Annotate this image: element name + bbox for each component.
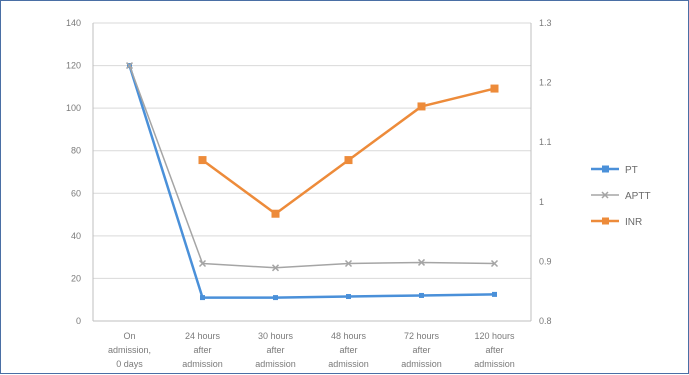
legend-label-aptt: APTT	[625, 191, 651, 202]
right-tick-label: 1.2	[539, 78, 552, 88]
legend-label-pt: PT	[625, 165, 638, 176]
right-tick-label: 0.8	[539, 316, 552, 326]
series-line-aptt	[128, 65, 495, 269]
category-label: 48 hours	[331, 331, 367, 341]
category-label: after	[266, 345, 284, 355]
category-label: 30 hours	[258, 331, 294, 341]
left-tick-label: 80	[71, 146, 81, 156]
category-label: admission	[182, 359, 223, 369]
category-label: On	[123, 331, 135, 341]
data-point-aptt	[490, 259, 499, 268]
data-point-pt	[346, 294, 351, 300]
left-tick-label: 0	[76, 316, 81, 326]
data-point-inr	[490, 84, 499, 93]
data-point-aptt	[125, 62, 134, 70]
category-label: 24 hours	[185, 331, 221, 341]
legend-marker-pt	[602, 165, 609, 173]
category-label: admission	[255, 359, 296, 369]
category-label: admission	[401, 359, 442, 369]
data-point-aptt	[344, 259, 353, 268]
category-label: admission,	[108, 345, 151, 355]
right-tick-label: 1.1	[539, 137, 552, 147]
right-tick-label: 1.3	[539, 18, 552, 28]
category-label: admission	[328, 359, 369, 369]
category-label: after	[485, 345, 503, 355]
data-point-aptt	[271, 264, 280, 272]
category-label: 72 hours	[404, 331, 440, 341]
data-point-inr	[417, 102, 426, 111]
data-point-pt	[419, 292, 424, 298]
left-tick-label: 20	[71, 273, 81, 283]
right-tick-label: 1	[539, 197, 544, 207]
legend-marker-aptt	[601, 191, 609, 199]
category-label: after	[412, 345, 430, 355]
legend-marker-inr	[602, 217, 609, 225]
category-label: 120 hours	[474, 331, 515, 341]
data-point-inr	[198, 156, 207, 165]
left-tick-label: 120	[66, 61, 81, 71]
right-tick-label: 0.9	[539, 256, 552, 266]
left-tick-label: 140	[66, 18, 81, 28]
series-line-pt	[128, 65, 495, 299]
left-tick-label: 40	[71, 231, 81, 241]
category-label: after	[193, 345, 211, 355]
data-point-inr	[344, 156, 353, 165]
left-tick-label: 60	[71, 188, 81, 198]
data-point-pt	[200, 295, 205, 301]
data-point-aptt	[417, 258, 426, 266]
data-point-pt	[273, 295, 278, 301]
category-label: admission	[474, 359, 515, 369]
category-label: after	[339, 345, 357, 355]
legend-label-inr: INR	[625, 217, 642, 228]
data-point-pt	[492, 291, 497, 297]
data-point-inr	[271, 209, 280, 218]
data-point-aptt	[198, 259, 207, 268]
left-tick-label: 100	[66, 103, 81, 113]
category-label: 0 days	[116, 359, 143, 369]
